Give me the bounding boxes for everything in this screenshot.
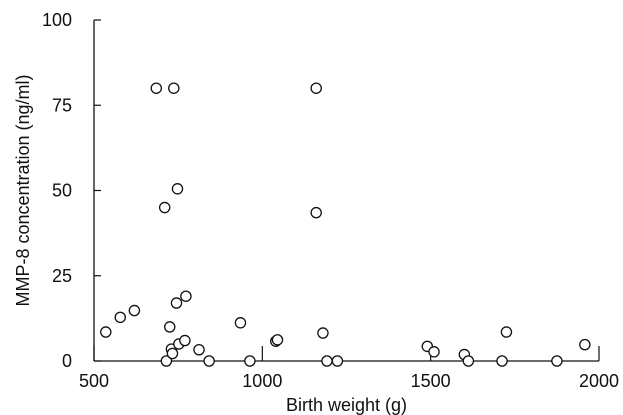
scatter-point bbox=[100, 326, 112, 338]
scatter-point bbox=[170, 297, 183, 309]
scatter-point bbox=[244, 355, 256, 367]
scatter-point bbox=[579, 338, 591, 351]
scatter-point bbox=[166, 347, 179, 360]
scatter-point bbox=[317, 327, 329, 339]
scatter-point bbox=[310, 206, 322, 219]
scatter-point bbox=[321, 355, 333, 367]
scatter-point bbox=[128, 304, 141, 317]
y-axis-title: MMP-8 concentration (ng/ml) bbox=[13, 74, 33, 306]
ticks-layer: 0 25 50 75 100 500 1000 1500 2000 bbox=[42, 10, 619, 391]
y-tick-label: 0 bbox=[62, 351, 72, 371]
scatter-point bbox=[331, 355, 344, 367]
scatter-point bbox=[203, 355, 215, 367]
scatter-point bbox=[271, 334, 284, 346]
y-tick-label: 75 bbox=[52, 95, 72, 115]
x-tick-label: 1500 bbox=[411, 371, 451, 391]
scatter-point bbox=[160, 355, 173, 367]
x-tick-label: 1000 bbox=[242, 371, 282, 391]
y-tick-label: 25 bbox=[52, 266, 72, 286]
scatter-point bbox=[180, 290, 192, 302]
scatter-point bbox=[234, 317, 247, 329]
axes-layer bbox=[93, 20, 599, 362]
scatter-point bbox=[496, 355, 508, 367]
y-tick-label: 50 bbox=[52, 181, 72, 201]
scatter-point bbox=[462, 355, 475, 367]
x-tick-label: 500 bbox=[79, 371, 109, 391]
x-tick-label: 2000 bbox=[579, 371, 619, 391]
scatter-point bbox=[193, 343, 205, 356]
scatter-point bbox=[158, 201, 171, 214]
x-axis-title: Birth weight (g) bbox=[286, 395, 407, 415]
scatter-point bbox=[150, 82, 163, 94]
scatter-point bbox=[163, 321, 176, 333]
scatter-point bbox=[114, 311, 127, 324]
scatter-point bbox=[179, 334, 191, 347]
scatter-point bbox=[171, 183, 184, 195]
y-tick-label: 100 bbox=[42, 10, 72, 30]
scatter-point bbox=[500, 326, 513, 338]
scatter-point bbox=[428, 346, 440, 358]
points-layer bbox=[100, 82, 591, 367]
scatter-point bbox=[168, 82, 180, 94]
scatter-point bbox=[310, 82, 322, 94]
scatter-point bbox=[551, 355, 563, 367]
